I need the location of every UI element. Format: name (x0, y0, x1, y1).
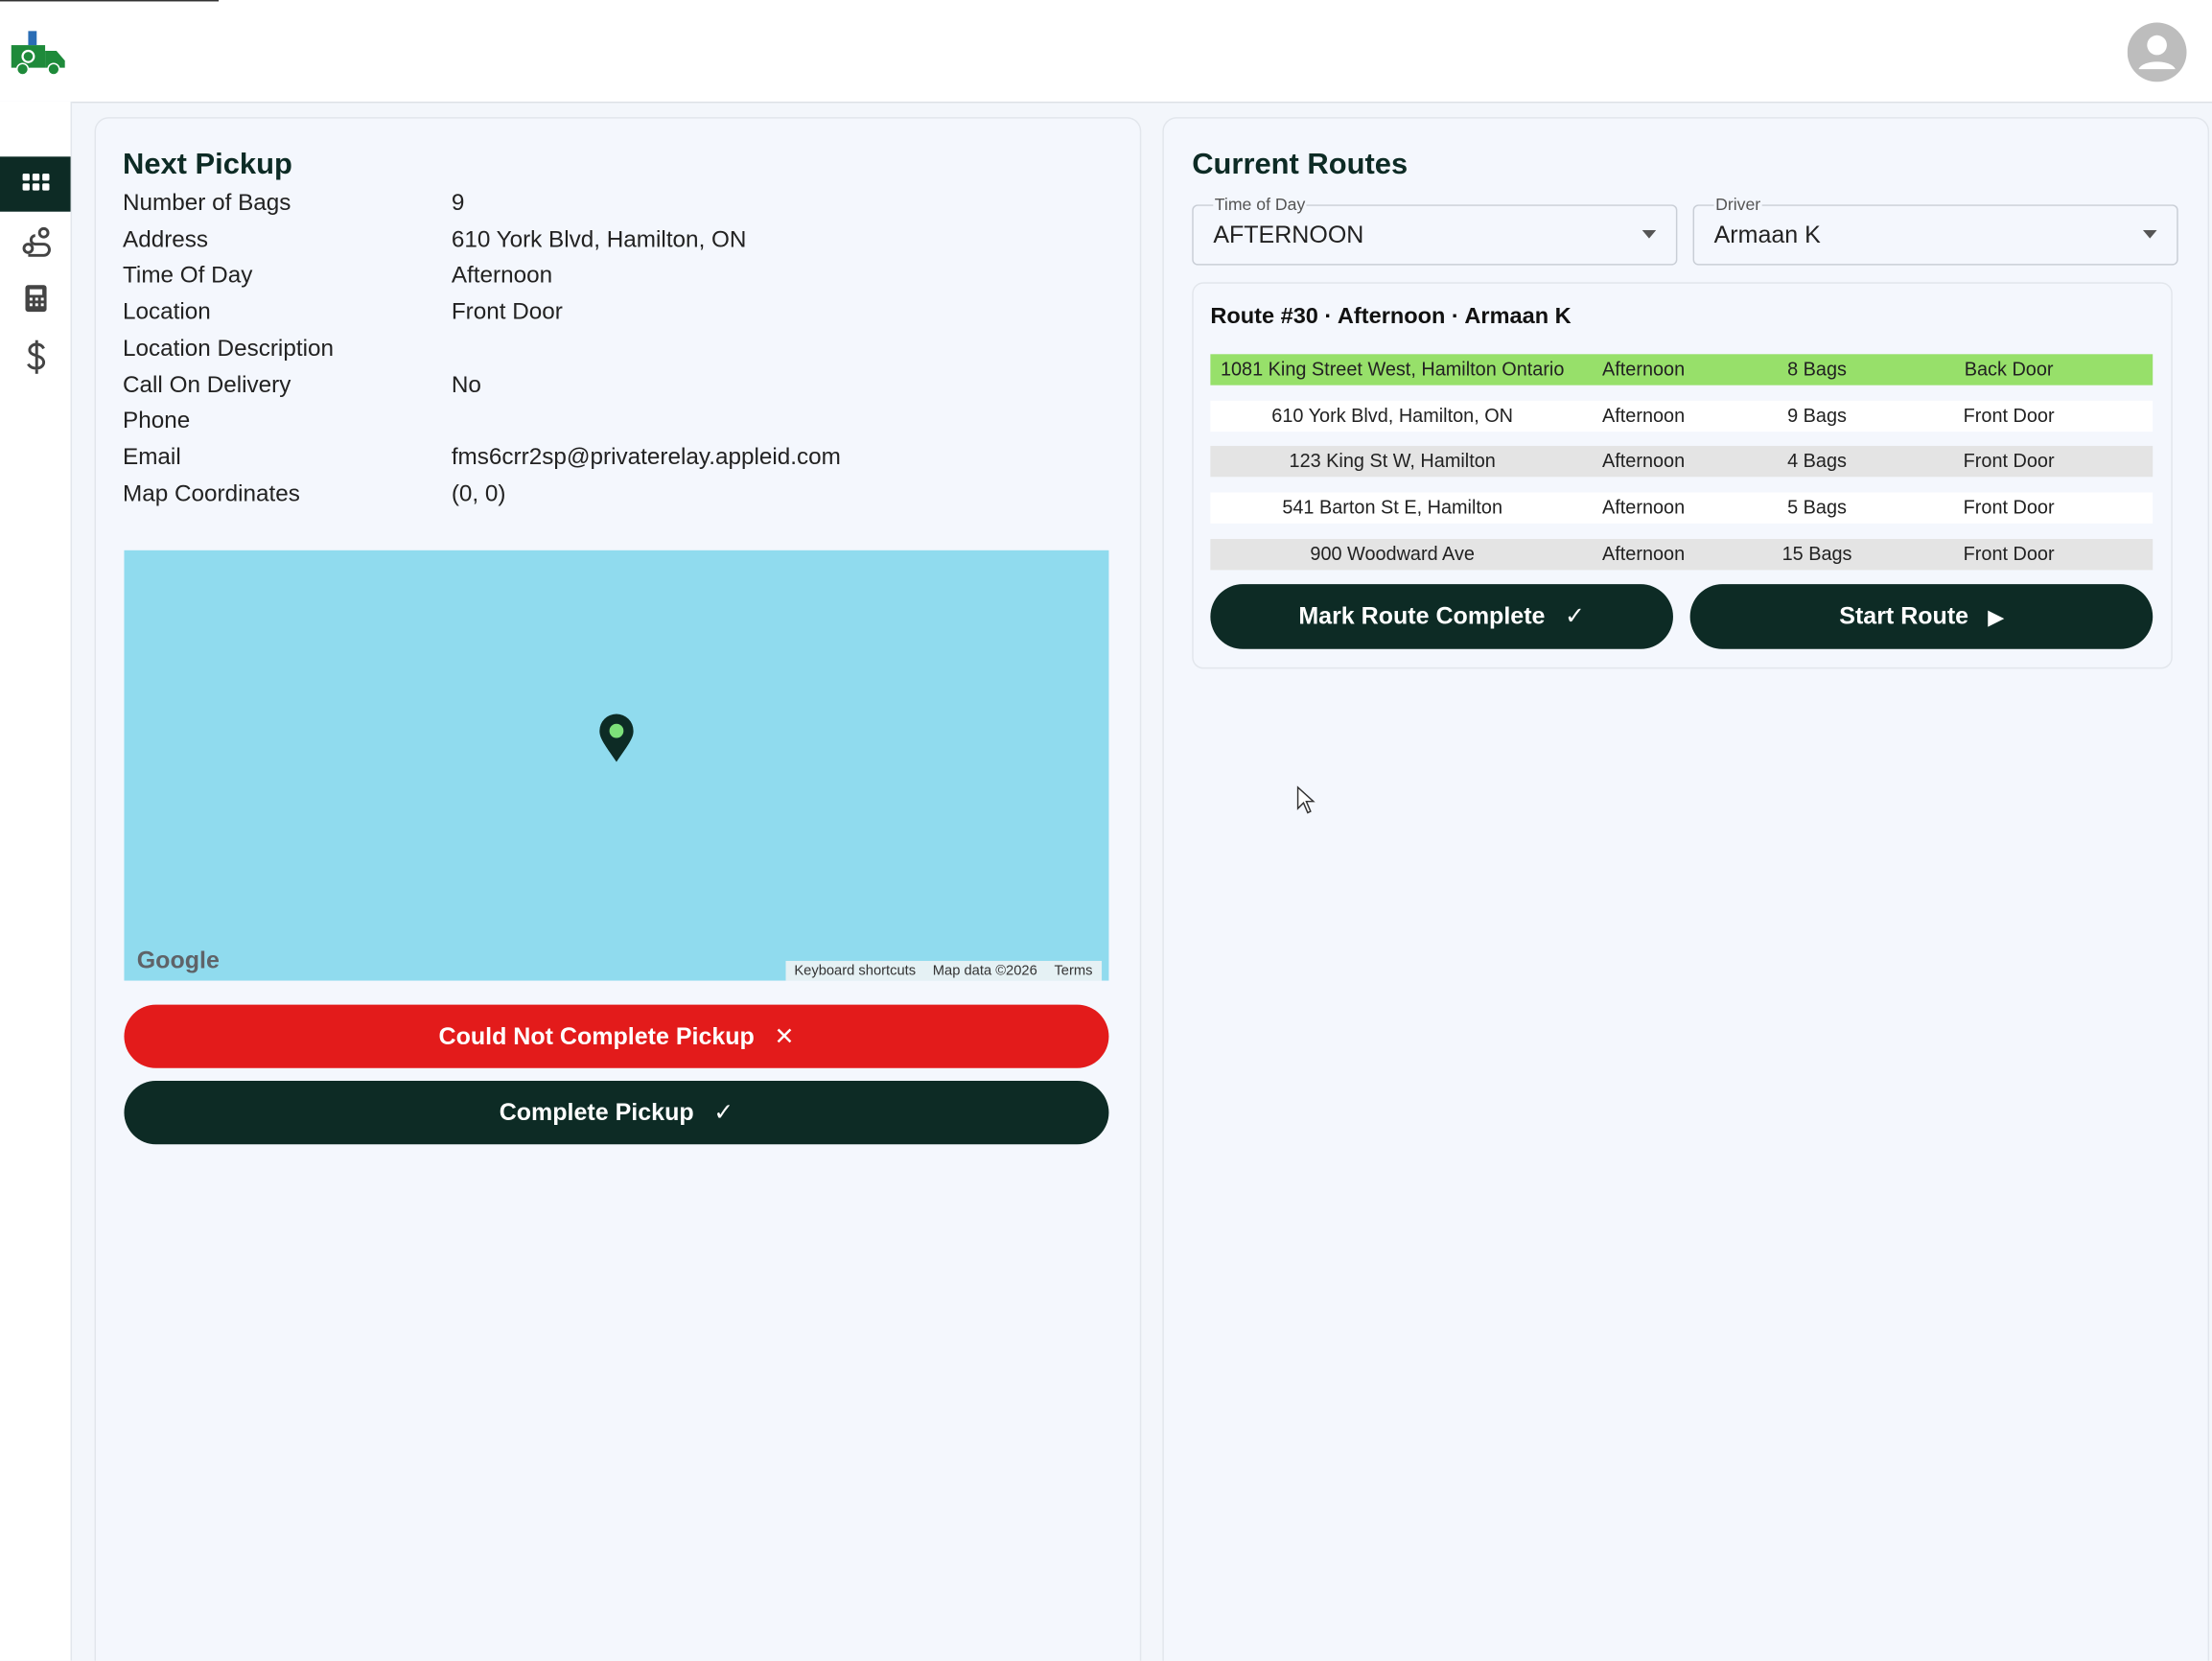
route-cell: 5 Bags (1787, 496, 1847, 518)
route-cell: Afternoon (1601, 450, 1686, 472)
x-icon: ✕ (774, 1021, 795, 1049)
route-cell: Front Door (1963, 496, 2055, 518)
route-row: 541 Barton St E, Hamilton Afternoon 5 Bags… (1210, 492, 2154, 524)
route-cell: 123 King St W, Hamilton (1289, 450, 1496, 472)
check-icon: ✓ (713, 1098, 734, 1126)
section-title: Current Routes (1192, 148, 1409, 181)
select-value: Armaan K (1713, 221, 1821, 248)
select-label: Time of Day (1213, 195, 1307, 215)
caret (1642, 229, 1657, 239)
select-value: AFTERNOON (1213, 221, 1364, 248)
driver-select[interactable]: Driver Armaan K (1692, 195, 2178, 266)
check-icon: ✓ (1565, 602, 1586, 630)
route-cell: 8 Bags (1787, 358, 1847, 380)
route-cell: 1081 King Street West, Hamilton Ontario (1220, 358, 1565, 380)
route-cell: Afternoon (1601, 405, 1686, 427)
route-cell: 4 Bags (1787, 450, 1847, 472)
field-value: 610 York Blvd, Hamilton, ON (451, 226, 747, 252)
route-row: 610 York Blvd, Hamilton, ON Afternoon 9 Ba… (1210, 400, 2154, 433)
field-value: No (451, 371, 481, 398)
field-label: Call On Delivery (123, 371, 291, 398)
route-cell: Afternoon (1601, 358, 1686, 380)
cursor (1296, 785, 1316, 814)
top-bar (0, 0, 2212, 104)
route-cell: Back Door (1964, 358, 2054, 380)
complete-pickup-button[interactable]: Complete Pickup ✓ (124, 1081, 1109, 1145)
grid-icon (22, 173, 50, 191)
map-pin[interactable] (598, 713, 635, 763)
time-select[interactable]: Time of Day AFTERNOON (1192, 195, 1678, 266)
field-label: Address (123, 226, 209, 252)
section-title: Next Pickup (123, 148, 292, 181)
nav-billing[interactable] (24, 339, 49, 374)
field-value: Afternoon (451, 263, 553, 289)
field-value: 9 (451, 190, 465, 217)
play-icon: ▶ (1988, 604, 2004, 627)
route-cell: 9 Bags (1787, 405, 1847, 427)
map-logo: Google (136, 947, 220, 974)
field-value: (0, 0) (451, 480, 506, 506)
route-cell: Afternoon (1601, 543, 1686, 565)
route-row: 1081 King Street West, Hamilton Ontario A… (1210, 354, 2154, 386)
sidebar (0, 101, 73, 1661)
start-route-button[interactable]: Start Route ▶ (1689, 584, 2154, 649)
field-value: fms6crr2sp@privaterelay.appleid.com (451, 444, 841, 470)
route-cell: 541 Barton St E, Hamilton (1282, 496, 1503, 518)
logo[interactable] (9, 28, 68, 76)
button-label: Mark Route Complete (1298, 602, 1546, 630)
button-label: Start Route (1839, 602, 1969, 630)
field-label: Location (123, 299, 211, 325)
map-shortcuts[interactable]: Keyboard shortcuts (794, 963, 917, 979)
route-box (1192, 282, 2173, 669)
progress (0, 0, 220, 2)
route-cell: Afternoon (1601, 496, 1686, 518)
could-not-complete-button[interactable]: Could Not Complete Pickup ✕ (124, 1004, 1109, 1068)
select-label: Driver (1713, 195, 1762, 215)
route-cell: 610 York Blvd, Hamilton, ON (1271, 405, 1514, 427)
map-data: Map data ©2026 (932, 963, 1037, 979)
route-title: Route #30 · Afternoon · Armaan K (1210, 304, 1572, 329)
route-cell: 15 Bags (1781, 543, 1852, 565)
button-label: Could Not Complete Pickup (438, 1021, 755, 1049)
field-value: Front Door (451, 299, 563, 325)
route-cell: Front Door (1963, 450, 2055, 472)
field-label: Number of Bags (123, 190, 291, 217)
map-footer: Keyboard shortcuts Map data ©2026 Terms (785, 960, 1102, 981)
avatar[interactable] (2127, 22, 2187, 82)
field-label: Time Of Day (123, 263, 253, 289)
route-row: 123 King St W, Hamilton Afternoon 4 Bags Fr… (1210, 445, 2154, 478)
button-label: Complete Pickup (499, 1098, 694, 1126)
route-cell: Front Door (1963, 543, 2055, 565)
nav-routes[interactable] (21, 225, 52, 259)
map[interactable] (124, 550, 1109, 981)
mark-complete-button[interactable]: Mark Route Complete ✓ (1210, 584, 1673, 649)
route-row: 900 Woodward Ave Afternoon 15 Bags Front Do… (1210, 539, 2154, 571)
map-terms[interactable]: Terms (1054, 963, 1093, 979)
field-label: Email (123, 444, 181, 470)
field-label: Map Coordinates (123, 480, 300, 506)
route-cell: 900 Woodward Ave (1310, 543, 1475, 565)
caret (2142, 229, 2157, 239)
route-cell: Front Door (1963, 405, 2055, 427)
field-label: Location Description (123, 335, 334, 362)
nav-calculator[interactable] (24, 284, 49, 315)
field-label: Phone (123, 408, 191, 433)
